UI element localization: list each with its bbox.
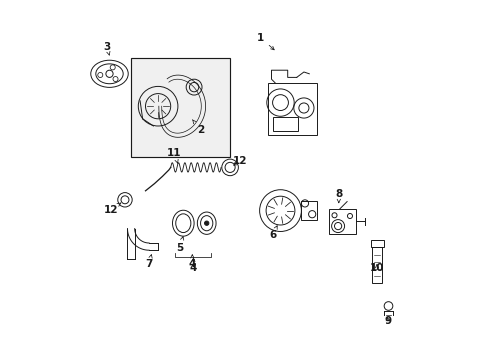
Bar [370, 240, 383, 247]
Bar [273, 117, 298, 131]
Text: 5: 5 [176, 237, 183, 253]
Text: 7: 7 [145, 255, 152, 269]
Text: 6: 6 [268, 226, 277, 240]
Text: 4: 4 [189, 258, 197, 273]
Bar [267, 83, 316, 135]
Text: 4: 4 [188, 255, 196, 269]
Text: 10: 10 [369, 263, 384, 273]
Bar [328, 209, 355, 234]
Text: 8: 8 [334, 189, 342, 203]
Circle shape [204, 221, 208, 225]
Bar [371, 247, 382, 283]
Bar [131, 58, 230, 157]
Bar [301, 201, 316, 220]
Text: 12: 12 [103, 203, 121, 215]
Text: 1: 1 [257, 33, 274, 50]
Text: 3: 3 [103, 42, 110, 55]
Text: 2: 2 [192, 120, 204, 135]
Text: 11: 11 [167, 148, 181, 163]
Text: 12: 12 [232, 156, 246, 166]
Text: 9: 9 [384, 316, 390, 326]
